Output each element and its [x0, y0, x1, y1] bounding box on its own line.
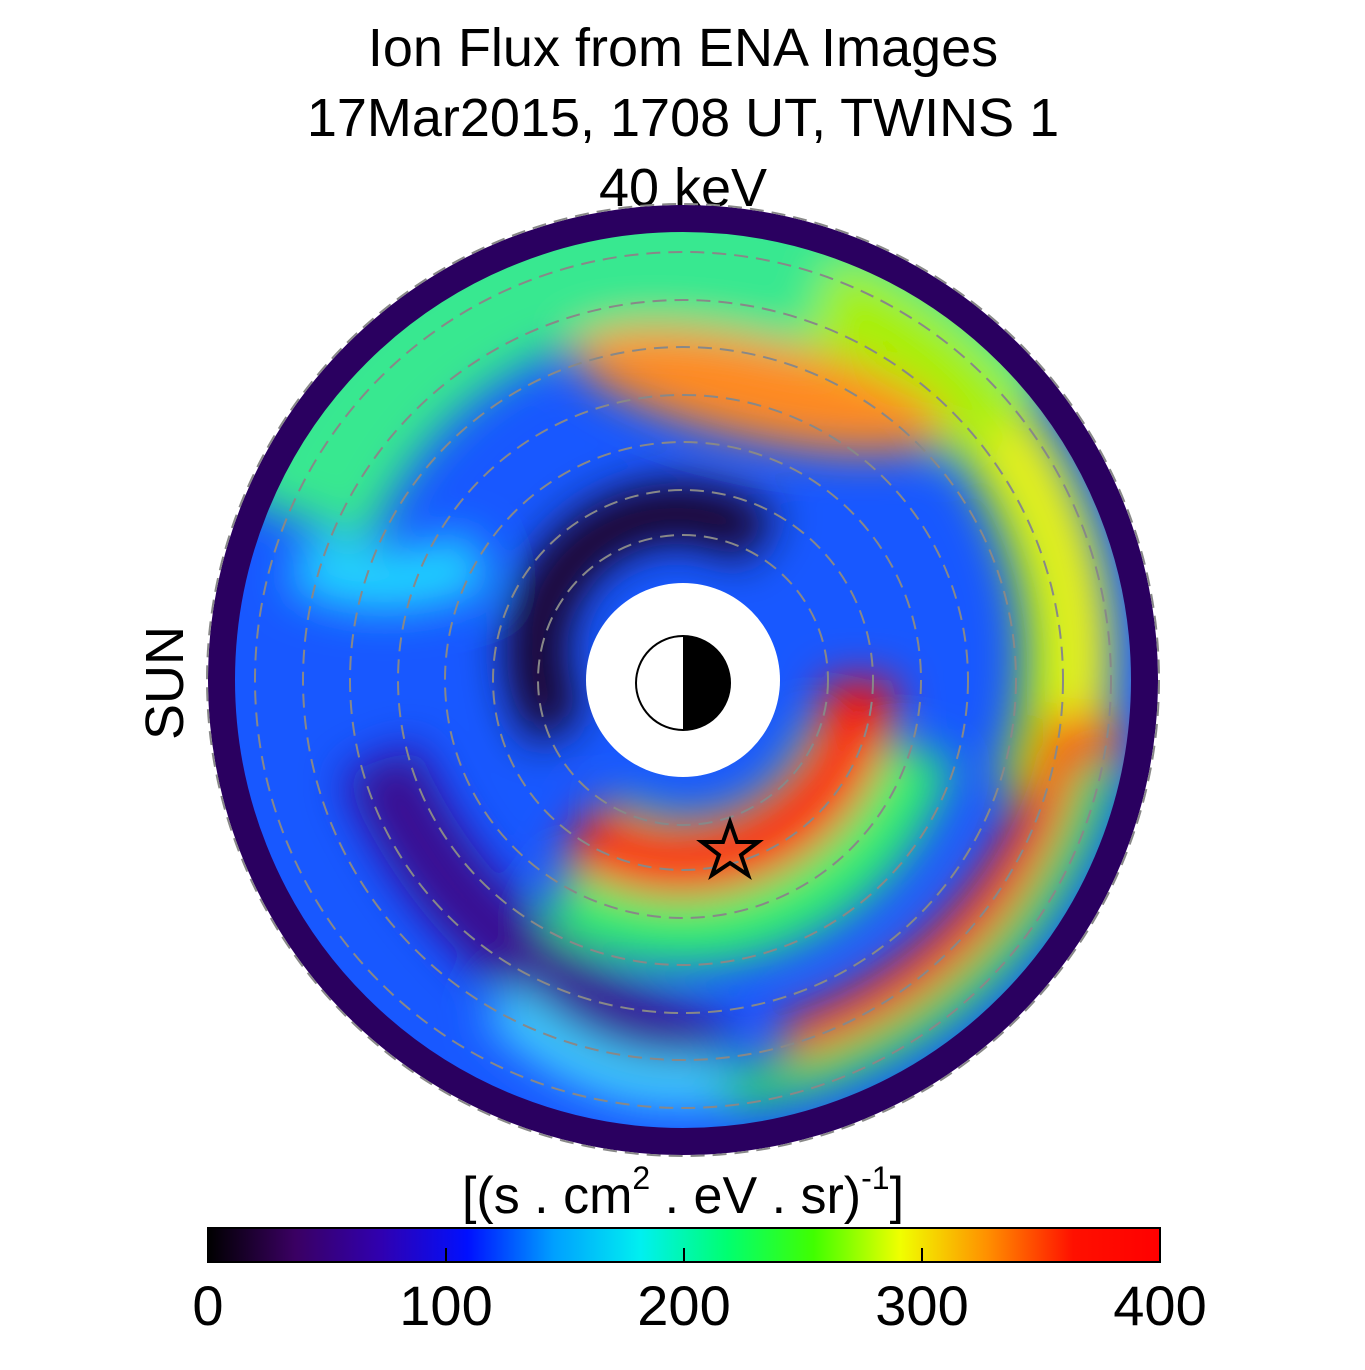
- colorbar-tick-label: 200: [637, 1274, 730, 1337]
- colorbar-tick-label: 300: [875, 1274, 968, 1337]
- chart-title: Ion Flux from ENA Images: [368, 18, 998, 78]
- sun-annotation: SUN: [135, 626, 195, 740]
- range-rings: [206, 203, 1160, 1157]
- earth-symbol: [635, 635, 731, 731]
- colorbar-tick-label: 0: [192, 1274, 223, 1337]
- star-marker: [696, 815, 764, 880]
- colorbar-label: [(s . cm2 . eV . sr)-1]: [462, 1160, 904, 1225]
- title-block: Ion Flux from ENA Images 17Mar2015, 1708 …: [307, 18, 1059, 218]
- chart-title: 17Mar2015, 1708 UT, TWINS 1: [307, 88, 1059, 148]
- colorbar-tick-label: 400: [1113, 1274, 1206, 1337]
- colorbar-tick-label: 100: [399, 1274, 492, 1337]
